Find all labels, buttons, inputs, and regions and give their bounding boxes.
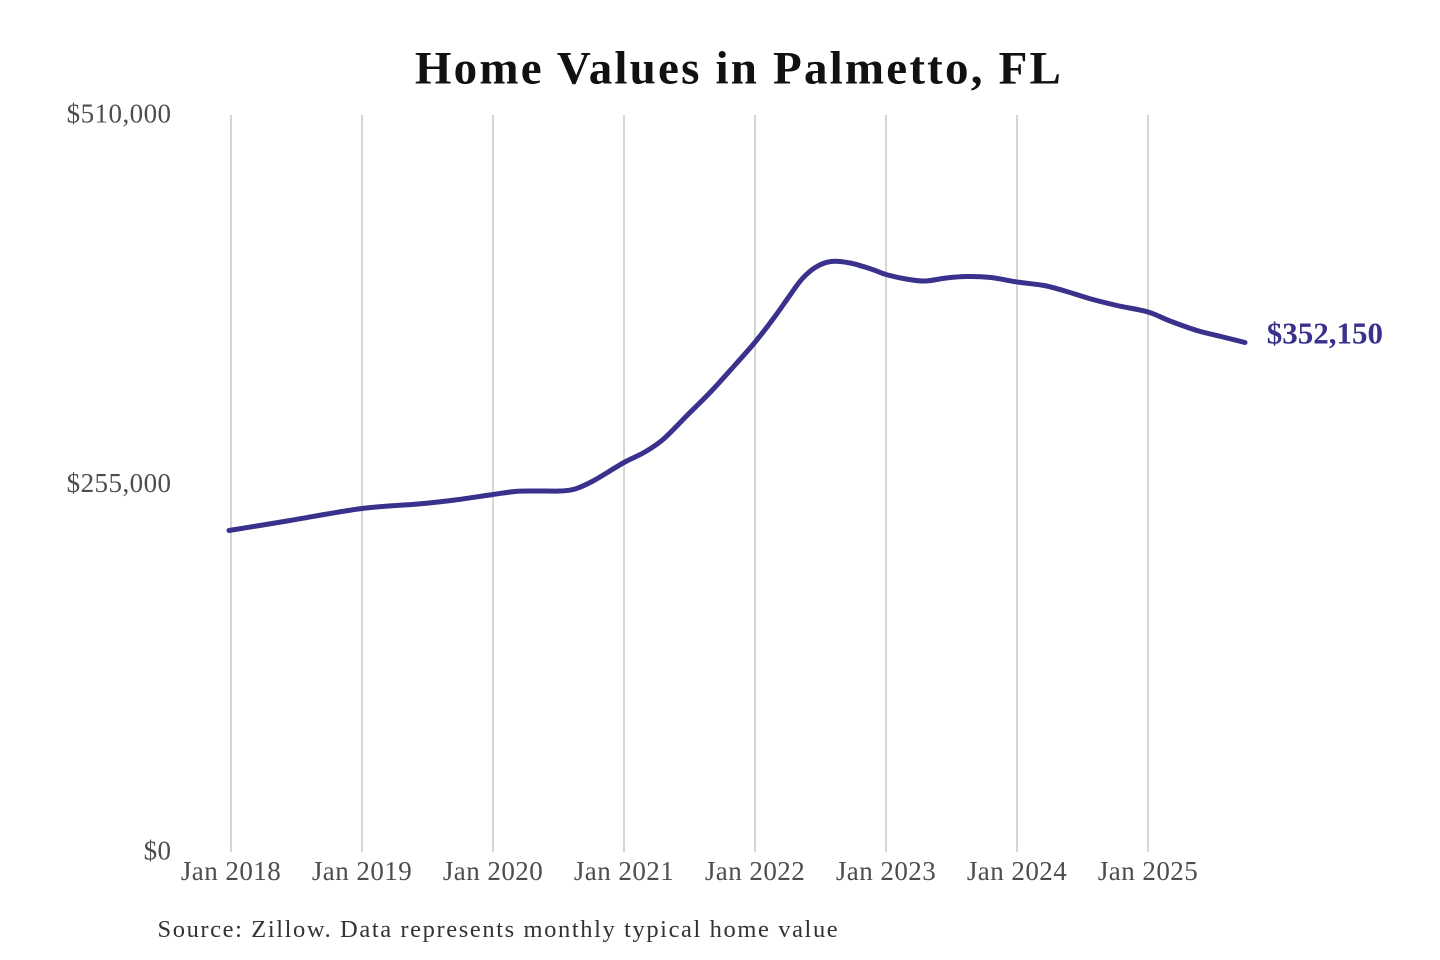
svg-text:$0: $0	[144, 836, 172, 866]
svg-text:$255,000: $255,000	[67, 468, 172, 498]
svg-text:Home Values in Palmetto, FL: Home Values in Palmetto, FL	[415, 43, 1063, 95]
svg-text:Jan 2025: Jan 2025	[1098, 856, 1198, 886]
svg-text:Jan 2020: Jan 2020	[443, 856, 543, 886]
svg-text:$510,000: $510,000	[67, 99, 172, 129]
svg-text:Jan 2018: Jan 2018	[181, 856, 281, 886]
svg-text:Jan 2019: Jan 2019	[312, 856, 412, 886]
svg-text:Source: Zillow. Data represent: Source: Zillow. Data represents monthly …	[158, 916, 840, 943]
svg-text:$352,150: $352,150	[1267, 315, 1383, 350]
svg-text:Jan 2023: Jan 2023	[836, 856, 936, 886]
svg-text:Jan 2022: Jan 2022	[705, 856, 805, 886]
svg-text:Jan 2021: Jan 2021	[574, 856, 674, 886]
svg-text:Jan 2024: Jan 2024	[967, 856, 1067, 886]
